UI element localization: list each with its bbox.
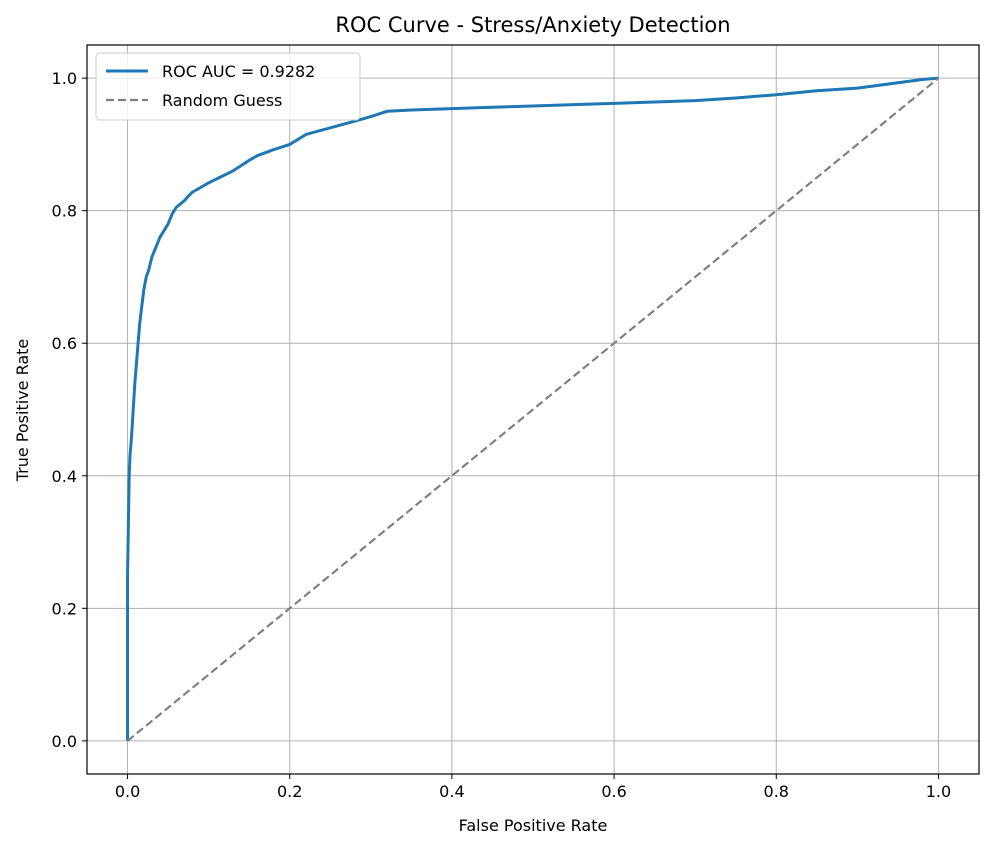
roc-curve-line <box>126 76 939 741</box>
legend-random-label: Random Guess <box>162 91 282 110</box>
y-tick-label: 0.8 <box>52 202 77 221</box>
y-tick-label: 0.4 <box>52 467 77 486</box>
legend-box <box>95 52 361 121</box>
y-tick-label: 0.6 <box>52 334 77 353</box>
x-tick-label: 0.6 <box>601 782 626 801</box>
x-tick-label: 0.2 <box>277 782 302 801</box>
y-tick-label: 1.0 <box>52 69 77 88</box>
random-guess-line <box>126 77 940 742</box>
y-axis-label: True Positive Rate <box>13 339 32 483</box>
y-tick-label: 0.2 <box>52 599 77 618</box>
series-lines <box>126 76 940 742</box>
x-axis-label: False Positive Rate <box>459 816 608 835</box>
axis-ticks: 0.0 0.2 0.4 0.6 0.8 1.0 0.0 0.2 0.4 0.6 0.8 1.0 <box>52 69 952 801</box>
x-tick-label: 1.0 <box>926 782 951 801</box>
legend-roc-label: ROC AUC = 0.9282 <box>162 62 315 81</box>
x-tick-label: 0.4 <box>439 782 464 801</box>
y-tick-label: 0.0 <box>52 732 77 751</box>
plot-frame <box>86 44 980 775</box>
x-tick-label: 0.0 <box>115 782 140 801</box>
x-tick-label: 0.8 <box>764 782 789 801</box>
legend: ROC AUC = 0.9282 Random Guess <box>95 52 361 121</box>
chart-title: ROC Curve - Stress/Anxiety Detection <box>335 13 730 37</box>
